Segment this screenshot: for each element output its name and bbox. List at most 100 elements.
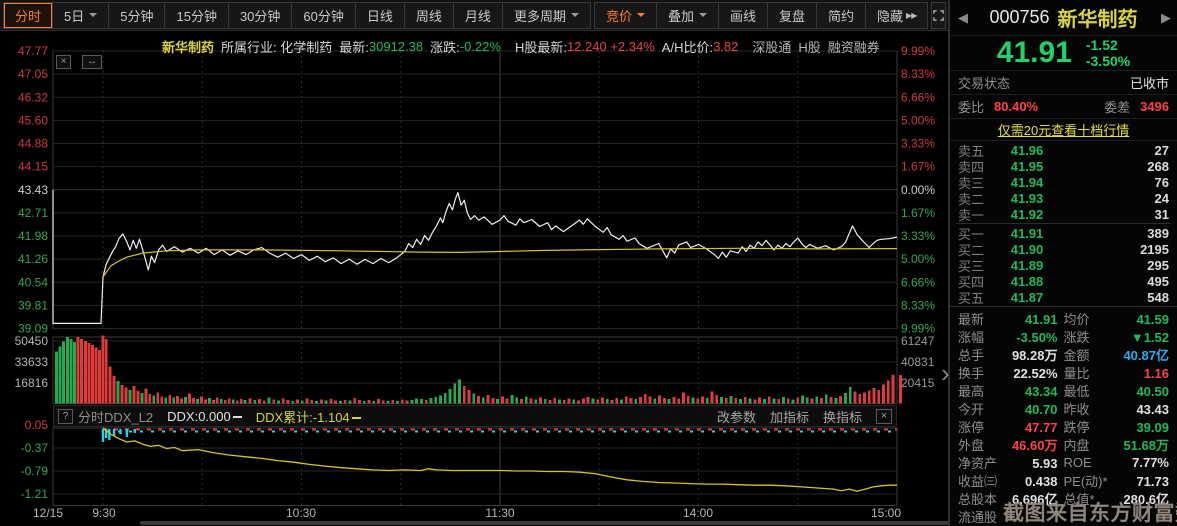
timeshare-chart[interactable]: 47.77 9.99% 47.05 8.33% 46.32 6.66% 45.60 5.00%… xyxy=(0,0,948,526)
stat-row-2: 总手 98.28万 金额 40.87亿 xyxy=(958,347,1169,363)
pane-resize-handle-icon[interactable]: ↕ xyxy=(300,39,306,53)
tool-button-4[interactable]: 简约 xyxy=(817,2,867,28)
period-button-8[interactable]: 月线 xyxy=(454,2,503,28)
period-button-1[interactable]: 5日 xyxy=(53,2,110,28)
tool-button-5[interactable]: 隐藏 ▶▶ xyxy=(877,8,917,24)
industry-label[interactable]: 所属行业: 化学制药 xyxy=(221,39,333,55)
order-book: 卖五 41.96 27 卖四 41.95 268 卖三 41.94 76 卖二 41.93 24 卖一 4… xyxy=(950,140,1177,306)
period-button-4[interactable]: 30分钟 xyxy=(229,2,293,28)
panel-collapse-icon[interactable]: › xyxy=(941,358,950,388)
tool-button-0[interactable]: 竞价 xyxy=(595,2,657,28)
percent-axis-label: 8.33% xyxy=(901,67,935,81)
price-change: -1.52 -3.50% xyxy=(1085,37,1131,69)
ah-ratio-value: 3.82 xyxy=(713,38,739,54)
weibi-row: 委比 80.40% 委差 3496 xyxy=(950,94,1177,118)
chart-toolbar: 分时 5日 5分钟 15分钟 30分钟 60分钟 日线 周线 月线 更多周期 竞价 叠加 画线 复盘 简约… xyxy=(0,0,948,31)
change-value: -0.22% xyxy=(459,38,501,54)
bid-row-2[interactable]: 买三 41.89 295 xyxy=(958,257,1169,274)
horizontal-scale-icon[interactable]: ↔ xyxy=(82,55,102,69)
time-tick-12/15: 12/15 xyxy=(32,506,64,520)
chevron-down-icon xyxy=(698,13,707,21)
price-axis-label: 41.98 xyxy=(18,229,48,243)
close-indicator-icon[interactable]: × xyxy=(876,408,892,424)
book-divider xyxy=(956,223,1171,224)
weicha-value: 3496 xyxy=(1140,99,1169,114)
percent-axis-label: 1.67% xyxy=(901,160,935,174)
chevron-down-icon xyxy=(636,13,645,21)
price-axis-label: 41.26 xyxy=(18,252,48,266)
switch-indicator-button[interactable]: 换指标 xyxy=(822,409,862,425)
period-button-7[interactable]: 周线 xyxy=(405,2,454,28)
percent-axis-label: 3.33% xyxy=(901,229,935,243)
price-axis-label: 47.05 xyxy=(18,67,48,81)
ask-row-4[interactable]: 卖一 41.92 31 xyxy=(958,206,1169,223)
bid-row-1[interactable]: 买二 41.90 2195 xyxy=(958,241,1169,258)
time-axis: 12/15 9:30 10:30 11:30 14:00 15:00 xyxy=(0,505,948,520)
tag-szconnect[interactable]: 深股通 xyxy=(752,39,792,55)
stock-info-bar: 新华制药 所属行业: 化学制药 最新: 30912.38 涨跌: -0.22% … xyxy=(162,37,887,55)
close-overlay-icon[interactable]: × xyxy=(56,55,71,69)
help-icon[interactable]: ? xyxy=(58,408,73,424)
ask-row-0[interactable]: 卖五 41.96 27 xyxy=(958,142,1169,159)
ddx-axis-label: 0.05 xyxy=(25,418,49,432)
tag-margin[interactable]: 融资融券 xyxy=(827,39,880,55)
horizontal-scrollbar[interactable] xyxy=(140,521,955,525)
period-button-5[interactable]: 60分钟 xyxy=(292,2,356,28)
change-label: 涨跌: xyxy=(430,39,460,55)
hshare-label: H股最新: xyxy=(514,39,567,55)
bid-row-4[interactable]: 买五 41.87 548 xyxy=(958,289,1169,306)
volume-axis-right-label: 61247 xyxy=(901,334,935,348)
tool-button-group: 竞价 叠加 画线 复盘 简约 隐藏 ▶▶ xyxy=(593,1,929,29)
chevron-down-icon xyxy=(570,13,579,21)
stat-row-3: 换手 22.52% 量比 1.16 xyxy=(958,365,1169,381)
period-button-2[interactable]: 5分钟 xyxy=(109,2,166,28)
ask-row-1[interactable]: 卖四 41.95 268 xyxy=(958,158,1169,175)
prev-stock-icon[interactable]: ◀ xyxy=(958,10,968,25)
period-button-6[interactable]: 日线 xyxy=(356,2,405,28)
period-button-0[interactable]: 分时 xyxy=(4,2,54,28)
latest-value: 30912.38 xyxy=(368,38,424,54)
add-indicator-button[interactable]: 加指标 xyxy=(769,409,809,425)
ddx-value-label: DDX:0.000 xyxy=(167,409,242,424)
tool-button-3[interactable]: 复盘 xyxy=(768,2,818,28)
price-axis-label: 43.43 xyxy=(18,183,48,197)
stock-name: 新华制药 xyxy=(162,39,215,55)
tool-button-1[interactable]: 叠加 xyxy=(657,2,719,28)
stat-row-4: 最高 43.34 最低 40.50 xyxy=(958,383,1169,399)
fullscreen-icon[interactable] xyxy=(931,1,947,29)
period-button-3[interactable]: 15分钟 xyxy=(165,2,229,28)
tag-hshare[interactable]: H股 xyxy=(798,39,821,55)
ask-row-2[interactable]: 卖三 41.94 76 xyxy=(958,174,1169,191)
percent-axis-label: 6.66% xyxy=(901,275,935,289)
bid-row-0[interactable]: 买一 41.91 389 xyxy=(958,225,1169,242)
volume-axis-label: 50450 xyxy=(15,334,49,348)
ddx-cum-label: DDX累计:-1.104 xyxy=(256,407,361,426)
period-button-group: 分时 5日 5分钟 15分钟 30分钟 60分钟 日线 周线 月线 更多周期 xyxy=(3,1,591,29)
price-axis-label: 46.32 xyxy=(18,90,48,104)
price-axis-label: 47.77 xyxy=(18,44,48,58)
trade-status-value: 已收市 xyxy=(1129,76,1169,91)
chevron-down-icon xyxy=(89,13,98,21)
stat-row-8: 净资产 5.93 ROE 7.77% xyxy=(958,454,1169,471)
ddx-cum-line-swatch xyxy=(351,417,361,420)
ask-row-3[interactable]: 卖二 41.93 24 xyxy=(958,190,1169,207)
stat-row-11: 流通股 xyxy=(958,509,998,525)
double-arrow-icon: ▶▶ xyxy=(906,10,917,20)
percent-axis-label: 5.00% xyxy=(901,252,935,266)
percent-axis-label: 9.99% xyxy=(901,44,935,58)
next-stock-icon[interactable]: ▶ xyxy=(1161,10,1171,25)
trade-status-row: 交易状态 已收市 xyxy=(950,70,1177,94)
volume-axis-label: 33633 xyxy=(15,355,49,369)
level2-promo-link[interactable]: 仅需20元查看十档行情 xyxy=(997,123,1130,138)
stock-name-panel: 新华制药 xyxy=(1057,9,1138,31)
bid-row-3[interactable]: 买四 41.88 495 xyxy=(958,273,1169,290)
price-block: 41.91 -1.52 -3.50% xyxy=(950,36,1177,70)
ddx-axis-label: -1.21 xyxy=(21,487,49,501)
change-params-button[interactable]: 改参数 xyxy=(716,409,756,425)
tool-button-2[interactable]: 画线 xyxy=(719,2,768,28)
price-axis-label: 40.54 xyxy=(18,275,48,289)
time-tick-11:30: 11:30 xyxy=(485,506,515,520)
period-button-9[interactable]: 更多周期 xyxy=(503,3,590,28)
stat-row-6: 涨停 47.77 跌停 39.09 xyxy=(958,419,1169,435)
